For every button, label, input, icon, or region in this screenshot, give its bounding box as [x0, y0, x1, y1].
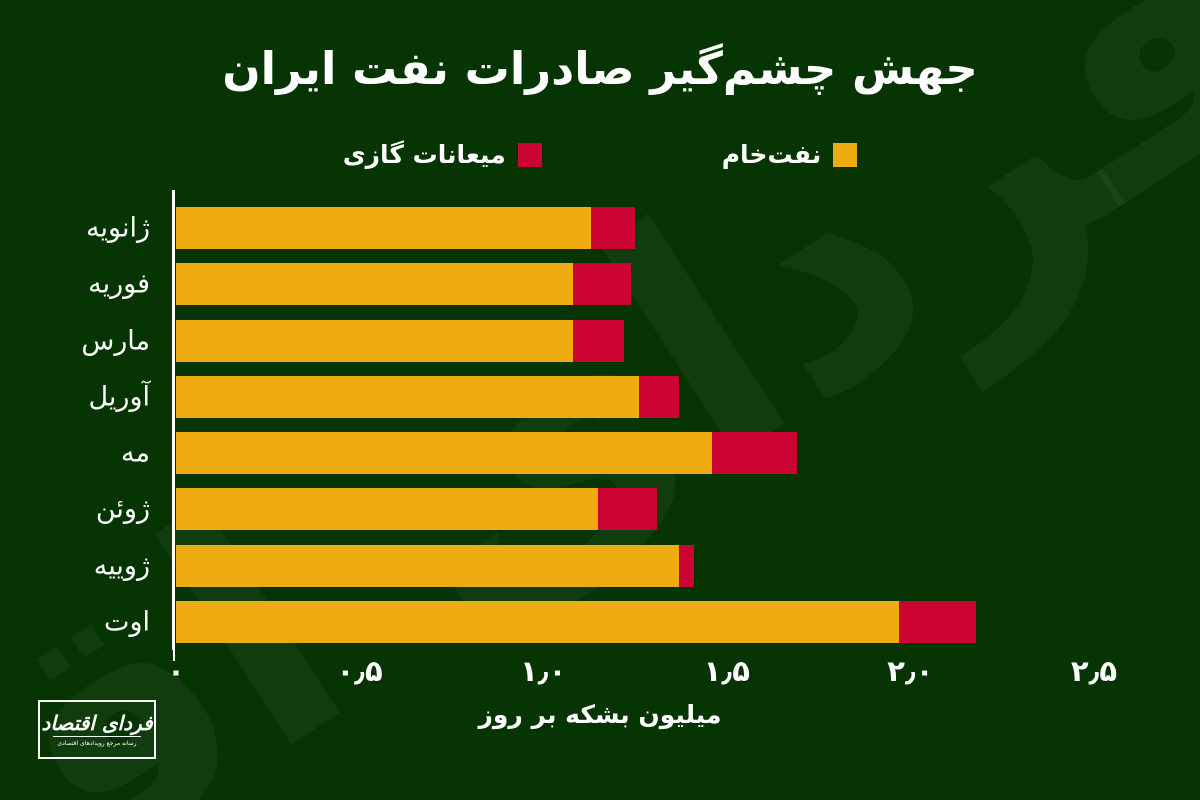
stacked-bar [176, 263, 1094, 306]
bar-segment-crude [176, 375, 639, 418]
stacked-bar [176, 432, 1094, 475]
condensate-swatch [517, 142, 542, 167]
bar-row: اوت [104, 600, 1094, 643]
category-label: ژوئن [95, 493, 150, 525]
legend: میعانات گازی نفت‌خام [0, 140, 1200, 169]
bar-segment-condensate [590, 207, 635, 249]
category-label: ژوییه [93, 550, 150, 582]
bar-row: مه [121, 432, 1094, 475]
x-tick-label: ۰٫۵ [336, 654, 383, 688]
bar-segment-crude [176, 263, 573, 306]
publisher-logo: فردای اقتصاد رسانه مرجع رویدادهای اقتصاد… [38, 700, 156, 759]
bar-segment-crude [176, 544, 680, 587]
bar-row: ژانویه [86, 207, 1094, 249]
category-label: مه [121, 437, 150, 469]
bar-segment-condensate [572, 319, 624, 362]
category-label: ژانویه [86, 212, 150, 244]
x-tick-label: ۲٫۰ [887, 654, 934, 688]
stacked-bar [176, 319, 1094, 362]
bar-segment-crude [176, 319, 573, 362]
x-axis-label: میلیون بشکه بر روز [478, 700, 722, 729]
bar-row: فوریه [88, 263, 1094, 306]
bar-segment-condensate [572, 263, 632, 306]
bar-row: ژوئن [96, 488, 1094, 531]
bar-segment-condensate [712, 432, 797, 475]
bar-segment-condensate [598, 488, 658, 531]
bar-row: مارس [81, 319, 1094, 362]
publisher-logo-name: فردای اقتصاد [41, 710, 153, 735]
category-label: اوت [104, 606, 150, 638]
chart-title: جهش چشم‌گیر صادرات نفت ایران [222, 42, 978, 95]
x-tick-label: ۱٫۵ [703, 654, 750, 688]
x-tick-label: ۲٫۵ [1070, 654, 1118, 688]
bar-row: آوریل [88, 375, 1094, 418]
bar-segment-condensate [679, 544, 694, 587]
stacked-bar [176, 488, 1094, 531]
legend-condensate-label: میعانات گازی [342, 140, 506, 169]
bar-segment-condensate [638, 375, 680, 418]
category-label: فوریه [88, 268, 150, 300]
x-axis-zero-tick [173, 645, 175, 661]
stacked-bar [176, 207, 1094, 249]
category-label: مارس [81, 325, 150, 357]
bar-segment-crude [176, 432, 713, 475]
stacked-bar [176, 375, 1094, 418]
crude-swatch [833, 142, 858, 167]
x-tick-label: ۱٫۰ [520, 654, 567, 688]
bar-row: ژوییه [94, 544, 1094, 587]
x-tick-label: ۰ [167, 654, 185, 688]
legend-item-condensate: میعانات گازی [343, 140, 542, 169]
stacked-bar [176, 544, 1094, 587]
category-label: آوریل [88, 381, 150, 413]
bar-segment-condensate [899, 600, 977, 643]
bar-segment-crude [176, 207, 591, 249]
publisher-logo-divider [52, 735, 142, 737]
publisher-logo-tagline: رسانه مرجع رویدادهای اقتصادی [57, 739, 137, 747]
legend-item-crude: نفت‌خام [722, 140, 858, 169]
stacked-bar [176, 600, 1094, 643]
bar-segment-crude [176, 488, 599, 531]
bar-segment-crude [176, 600, 900, 643]
plot-area: ژانویه فوریه مارس آوریل مه ژوئن ژوییه اوت [81, 207, 1094, 643]
x-axis-ticks: ۰ ۰٫۵ ۱٫۰ ۱٫۵ ۲٫۰ ۲٫۵ [167, 654, 1117, 700]
legend-crude-label: نفت‌خام [721, 140, 822, 169]
y-axis-line [172, 190, 175, 650]
